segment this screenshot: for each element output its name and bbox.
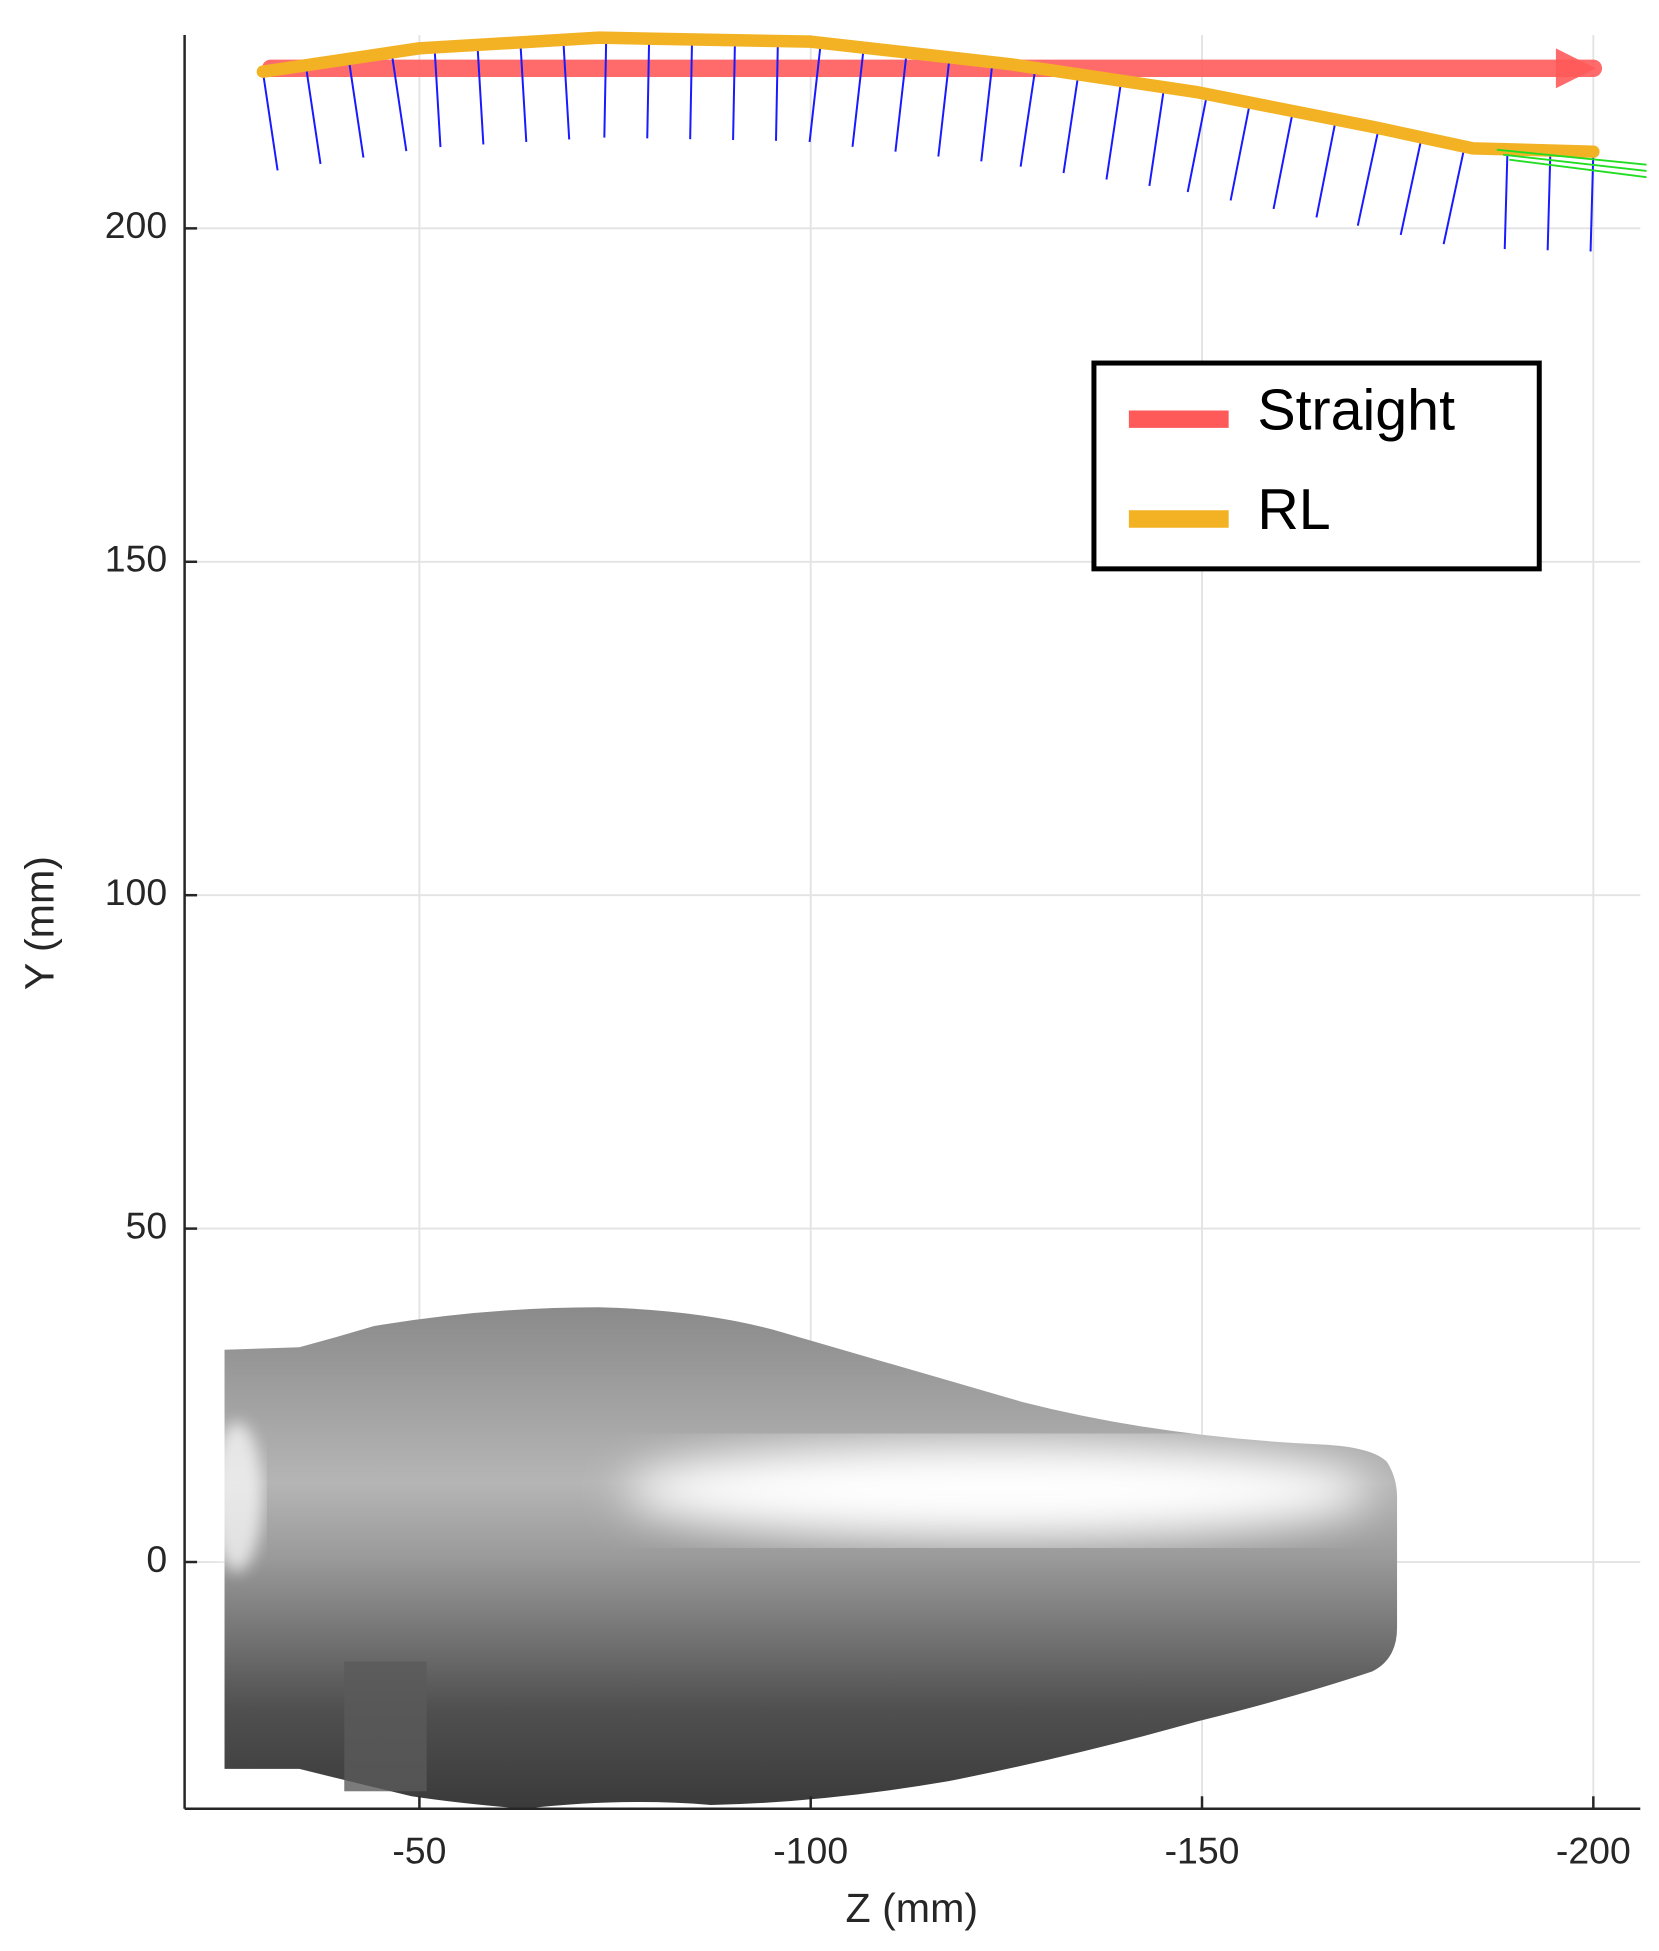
legend: Straight RL [1091,360,1542,572]
y-tick-label: 150 [105,538,167,580]
legend-label: RL [1257,478,1330,542]
y-axis-label: Y (mm) [16,856,62,990]
y-tick-label: 0 [146,1538,167,1580]
direction-lines [1496,148,1647,179]
highlight [623,1443,1373,1539]
series-line [256,31,1600,158]
y-tick-label: 200 [105,204,167,246]
x-tick-label: -200 [1556,1830,1631,1872]
y-tick-label: 100 [105,871,167,913]
legend-label: Straight [1257,378,1455,442]
x-tick-label: -150 [1165,1830,1240,1872]
model-surface [212,1307,1398,1809]
highlight [212,1422,262,1572]
arrowhead [1555,48,1596,89]
normal-vectors [261,37,1595,252]
bottle-body [224,1307,1398,1809]
texture-patch [344,1661,427,1792]
legend-box [1091,360,1542,572]
x-axis-label: Z (mm) [846,1885,979,1931]
y-tick-label: 50 [126,1204,168,1246]
x-tick-label: -100 [773,1830,848,1872]
x-tick-label: -50 [392,1830,446,1872]
plot [256,31,1603,252]
